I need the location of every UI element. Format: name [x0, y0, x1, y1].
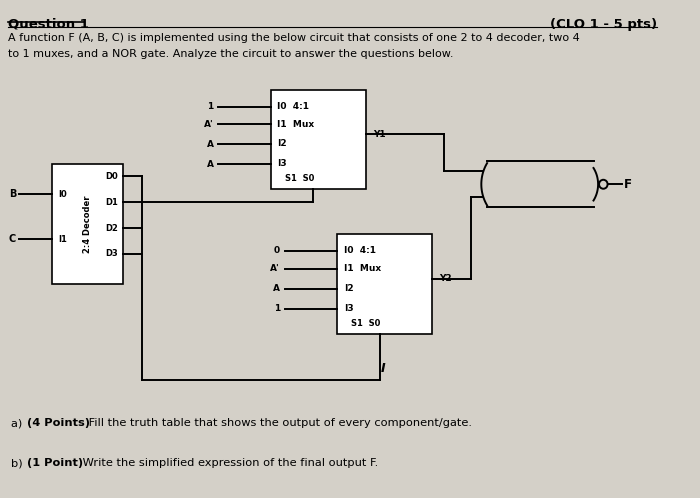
Text: (CLO 1 - 5 pts): (CLO 1 - 5 pts): [550, 18, 657, 31]
Text: S1  S0: S1 S0: [285, 174, 314, 183]
Text: D2: D2: [105, 224, 118, 233]
Text: A': A': [270, 264, 280, 273]
Text: Fill the truth table that shows the output of every component/gate.: Fill the truth table that shows the outp…: [85, 418, 472, 428]
Text: (1 Point): (1 Point): [27, 458, 83, 468]
FancyBboxPatch shape: [271, 90, 365, 189]
Text: 1: 1: [274, 304, 280, 313]
Text: Y2: Y2: [440, 274, 452, 283]
Text: D0: D0: [105, 172, 118, 181]
Text: a): a): [11, 418, 30, 428]
Text: 0: 0: [274, 247, 280, 255]
Text: Question 1: Question 1: [8, 18, 88, 31]
Text: I0  4:1: I0 4:1: [344, 246, 376, 255]
Text: b): b): [11, 458, 30, 468]
Text: C: C: [9, 234, 16, 244]
Text: I: I: [380, 362, 385, 375]
Text: I0: I0: [58, 190, 66, 199]
Text: I2: I2: [344, 284, 354, 293]
Text: 2:4 Decoder: 2:4 Decoder: [83, 195, 92, 253]
Text: (4 Points): (4 Points): [27, 418, 90, 428]
Text: I0  4:1: I0 4:1: [277, 102, 309, 111]
Text: A: A: [273, 284, 280, 293]
Text: I2: I2: [277, 139, 287, 148]
Text: I1  Mux: I1 Mux: [344, 264, 381, 273]
Text: I3: I3: [344, 304, 354, 313]
Text: to 1 muxes, and a NOR gate. Analyze the circuit to answer the questions below.: to 1 muxes, and a NOR gate. Analyze the …: [8, 49, 453, 59]
Text: 1: 1: [207, 102, 214, 111]
Text: Write the simplified expression of the final output F.: Write the simplified expression of the f…: [79, 458, 378, 468]
FancyBboxPatch shape: [52, 164, 123, 284]
Text: I3: I3: [277, 159, 287, 168]
Text: A function F (A, B, C) is implemented using the below circuit that consists of o: A function F (A, B, C) is implemented us…: [8, 33, 580, 43]
Text: I1: I1: [58, 235, 66, 244]
Text: F: F: [624, 178, 631, 191]
Text: A: A: [206, 140, 214, 149]
Text: Y1: Y1: [373, 130, 386, 139]
FancyBboxPatch shape: [337, 234, 432, 334]
Text: B: B: [9, 189, 16, 199]
Text: S1  S0: S1 S0: [351, 319, 381, 328]
Text: A': A': [204, 120, 214, 129]
Text: D1: D1: [105, 198, 118, 207]
Text: D3: D3: [105, 249, 118, 258]
Text: A: A: [206, 160, 214, 169]
Text: I1  Mux: I1 Mux: [277, 120, 314, 128]
